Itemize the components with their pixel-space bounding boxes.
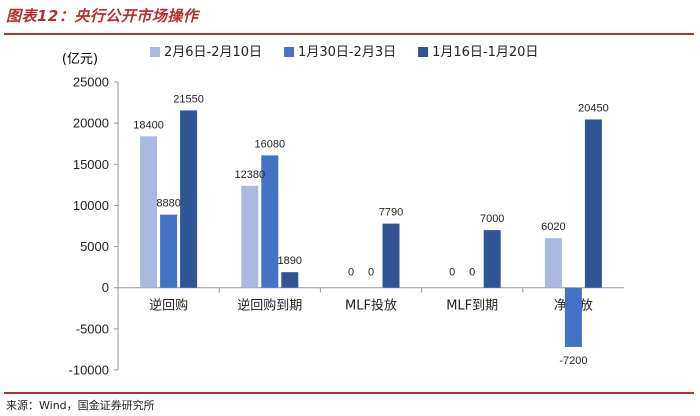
legend-label: 1月16日-1月20日: [432, 45, 538, 60]
bar: [140, 136, 158, 288]
legend-swatch: [418, 47, 429, 57]
bar: [241, 185, 259, 288]
data-label: 0: [469, 267, 475, 279]
data-label: 20450: [578, 102, 609, 114]
y-tick-label: 20000: [73, 116, 109, 131]
y-tick-label: -10000: [69, 363, 109, 378]
x-category-label: 逆回购到期: [237, 298, 302, 314]
bar: [382, 223, 400, 288]
data-label: 16080: [255, 138, 286, 150]
source-note: 来源：Wind，国金证券研究所: [6, 399, 155, 412]
title-divider: [4, 33, 694, 35]
axes: -10000 -5000 0 5000 10000 15000 20000 25000 逆回购 逆…: [69, 75, 624, 378]
bar: [281, 272, 299, 288]
data-labels: 18400 8880 21550 12380 16080 1890 0 0 7790 0 0 7000…: [133, 93, 608, 367]
bar: [261, 155, 279, 288]
bar: [160, 214, 178, 288]
y-tick-label: 10000: [73, 198, 109, 213]
data-label: 6020: [541, 221, 565, 233]
data-label: 21550: [173, 93, 204, 105]
legend-label: 2月6日-2月10日: [164, 45, 262, 60]
legend: 2月6日-2月10日 1月30日-2月3日 1月16日-1月20日: [150, 45, 538, 60]
bar: [584, 119, 602, 288]
legend-swatch: [284, 47, 295, 57]
data-label: 12380: [235, 169, 266, 181]
bar: [180, 110, 198, 288]
legend-swatch: [150, 47, 160, 57]
y-tick-label: 25000: [73, 75, 109, 90]
data-label: 0: [368, 267, 374, 279]
data-label: -7200: [559, 355, 587, 367]
data-label: 0: [449, 267, 455, 279]
data-label: 7790: [379, 207, 403, 219]
y-tick-label: 5000: [80, 239, 109, 254]
bottom-divider: [4, 392, 694, 394]
data-label: 18400: [133, 119, 164, 131]
figure-title: 图表12：央行公开市场操作: [6, 7, 199, 25]
bar: [544, 238, 562, 288]
bar: [564, 287, 582, 347]
y-tick-label: -5000: [76, 321, 109, 336]
bars: [140, 110, 602, 347]
legend-label: 1月30日-2月3日: [298, 45, 396, 60]
x-category-label: MLF到期: [446, 299, 498, 314]
x-category-label: MLF投放: [345, 298, 397, 314]
bar: [483, 230, 501, 288]
y-tick-label: 0: [102, 280, 109, 295]
data-label: 1890: [278, 255, 302, 267]
y-axis-label: (亿元): [62, 52, 98, 67]
x-category-label: 逆回购: [149, 298, 188, 314]
data-label: 7000: [480, 213, 504, 225]
bar-chart: (亿元) 2月6日-2月10日 1月30日-2月3日 1月16日-1月20日 -10…: [62, 45, 624, 378]
data-label: 0: [348, 267, 354, 279]
data-label: 8880: [156, 198, 180, 210]
y-tick-label: 15000: [73, 157, 109, 172]
